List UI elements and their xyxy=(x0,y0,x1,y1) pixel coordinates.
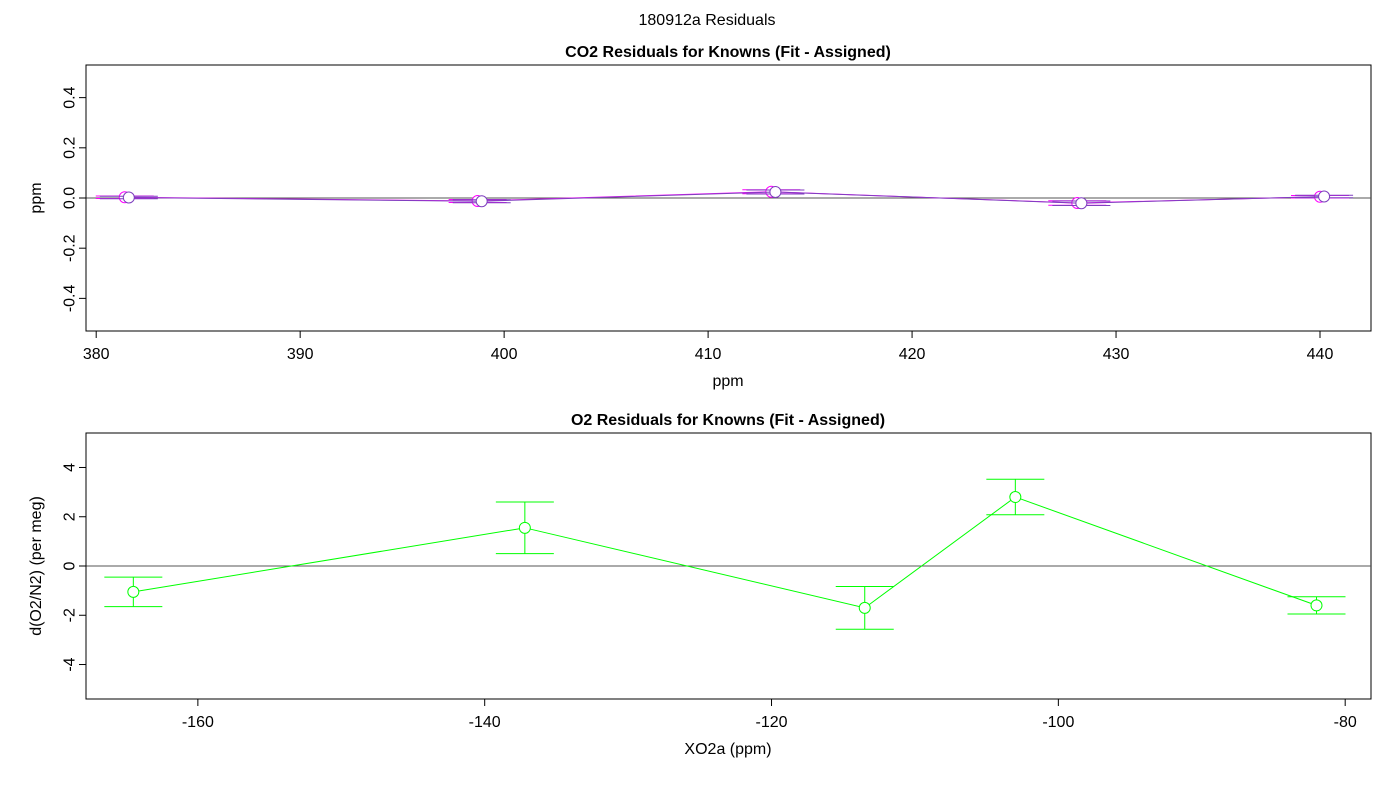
co2-data-point xyxy=(1318,190,1331,203)
co2-y-tick-label: -0.2 xyxy=(62,234,79,262)
co2-y-tick-label: 0.2 xyxy=(62,137,79,159)
co2-x-tick-label: 420 xyxy=(899,346,926,363)
co2-data-point xyxy=(1075,197,1088,210)
o2-x-axis-label: XO2a (ppm) xyxy=(684,741,771,758)
o2-x-tick-label: -140 xyxy=(469,714,501,731)
o2-y-tick-label: 4 xyxy=(62,463,79,472)
o2-y-tick-label: 0 xyxy=(62,561,79,570)
figure-title: 180912a Residuals xyxy=(639,12,776,29)
co2-x-tick-label: 380 xyxy=(83,346,110,363)
co2-x-tick-label: 390 xyxy=(287,346,314,363)
co2-y-axis-label: ppm xyxy=(28,182,45,213)
co2-plot-area: 380 390 400 410 420 430 440 -0.4 -0.2 0.0 0.2 0.4 xyxy=(62,64,1372,363)
o2-x-tick-label: -120 xyxy=(756,714,788,731)
co2-y-tick-label: 0.0 xyxy=(62,187,79,209)
co2-x-tick-label: 430 xyxy=(1103,346,1130,363)
co2-x-tick-label: 410 xyxy=(695,346,722,363)
o2-series-line xyxy=(133,496,1317,609)
co2-chart-title: CO2 Residuals for Knowns (Fit - Assigned… xyxy=(565,44,891,61)
o2-plot-area: -160 -140 -120 -100 -80 -4 -2 0 2 4 xyxy=(62,432,1372,731)
o2-y-tick-label: 2 xyxy=(62,512,79,521)
co2-x-axis-label: ppm xyxy=(712,373,743,390)
co2-x-tick-label: 440 xyxy=(1307,346,1334,363)
co2-data-point xyxy=(769,185,782,198)
o2-chart-title: O2 Residuals for Knowns (Fit - Assigned) xyxy=(571,412,885,429)
co2-data-point xyxy=(122,191,135,204)
co2-data-point xyxy=(475,195,488,208)
o2-data-point xyxy=(858,601,871,614)
co2-y-tick-label: 0.4 xyxy=(62,86,79,108)
o2-y-tick-label: -2 xyxy=(62,608,79,622)
o2-data-point xyxy=(1009,491,1022,504)
co2-y-tick-label: -0.4 xyxy=(62,284,79,312)
o2-y-tick-label: -4 xyxy=(62,657,79,671)
o2-data-point xyxy=(518,521,531,534)
o2-x-tick-label: -100 xyxy=(1042,714,1074,731)
o2-residuals-panel: O2 Residuals for Knowns (Fit - Assigned)… xyxy=(28,412,1372,758)
o2-data-point xyxy=(1310,599,1323,612)
co2-x-tick-label: 400 xyxy=(491,346,518,363)
o2-data-point xyxy=(127,585,140,598)
o2-x-tick-label: -80 xyxy=(1334,714,1357,731)
o2-y-axis-label: d(O2/N2) (per meg) xyxy=(28,496,45,636)
co2-residuals-panel: CO2 Residuals for Knowns (Fit - Assigned… xyxy=(28,44,1372,390)
o2-x-tick-label: -160 xyxy=(182,714,214,731)
